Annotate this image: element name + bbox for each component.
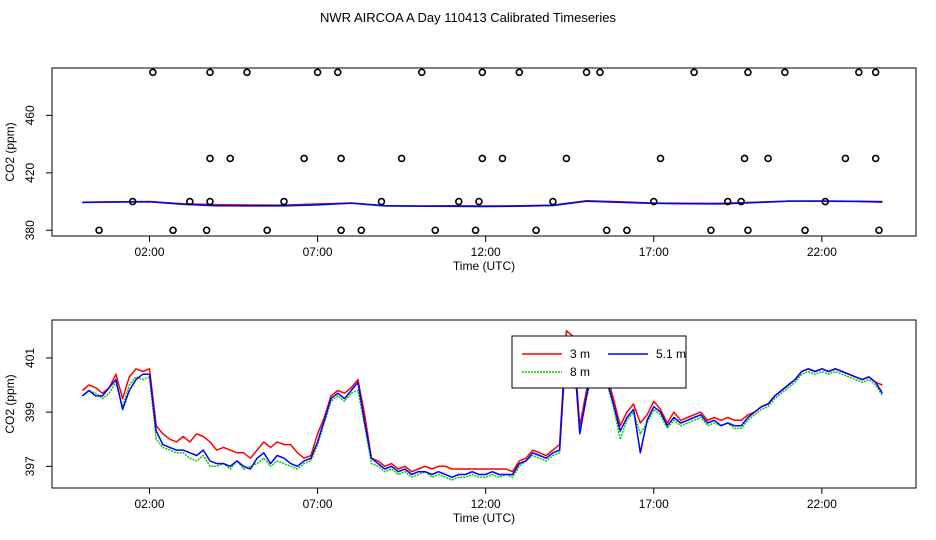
x-tick-label: 22:00 [807,245,837,259]
x-tick-label: 07:00 [303,245,333,259]
data-point [206,154,214,163]
data-point [377,197,386,206]
data-point [280,197,288,206]
x-tick-label: 07:00 [303,497,333,511]
data-point [498,154,507,163]
x-tick-label: 12:00 [471,497,501,511]
data-point [596,68,604,77]
data-point [357,226,366,235]
data-point [707,226,715,235]
data-point [149,68,157,77]
x-tick-label: 02:00 [134,497,164,511]
data-point [169,226,177,235]
data-point [300,154,308,163]
data-point [821,197,830,206]
panel-bottom: 02:00 07:00 12:00 17:00 22:00 397 399 401 Time (… [3,319,917,525]
data-point [737,197,745,206]
data-point [206,197,214,206]
y-tick-label: 380 [23,220,37,240]
data-point [333,68,342,77]
x-tick-label: 17:00 [639,245,669,259]
y-tick-label: 420 [23,162,37,182]
data-point [801,226,809,235]
data-point [871,154,880,163]
x-axis-label: Time (UTC) [453,511,515,525]
legend-label: 3 m [570,347,590,361]
data-point [690,68,698,77]
data-point [855,68,863,77]
data-point [471,226,480,235]
data-point [515,68,524,77]
data-point [454,197,463,206]
data-point [337,154,345,163]
data-point [202,226,211,235]
y-tick-label: 399 [23,402,37,422]
legend-label: 8 m [570,365,590,379]
data-point [744,226,752,235]
data-point [649,197,658,206]
data-point [744,68,752,77]
y-tick-label: 401 [23,348,37,368]
data-point [875,226,883,235]
data-point [313,68,322,77]
data-point [478,154,487,163]
plot-frame [51,67,917,237]
x-tick-label: 02:00 [134,245,164,259]
plot-frame [51,319,917,489]
legend-label: 5.1 m [656,347,686,361]
data-point [781,68,789,77]
data-point [243,68,251,77]
data-point [418,68,426,77]
data-point [431,226,440,235]
data-point [263,226,271,235]
data-point [656,154,665,163]
data-point [397,154,406,163]
x-tick-label: 12:00 [471,245,501,259]
y-axis-label: CO2 (ppm) [3,122,17,181]
data-point [764,154,772,163]
data-point [723,197,732,206]
data-point [226,154,234,163]
data-point [128,197,137,206]
data-point [475,197,483,206]
series-line-0 [81,330,883,473]
data-point [532,226,540,235]
data-point [186,197,194,206]
x-tick-label: 22:00 [807,497,837,511]
legend-box [511,335,687,389]
data-point [549,197,557,206]
y-tick-label: 397 [23,456,37,476]
data-point [95,226,103,235]
data-point [582,68,591,77]
x-axis-label: Time (UTC) [453,259,515,273]
data-point [562,154,571,163]
data-point [740,154,749,163]
data-point [623,226,631,235]
data-point [871,68,880,77]
y-axis-label: CO2 (ppm) [3,374,17,433]
figure-title: NWR AIRCOA A Day 110413 Calibrated Times… [320,10,616,25]
series-line-1 [81,343,884,481]
y-tick-label: 460 [23,105,37,125]
series-line-2 [81,338,884,478]
data-point [602,226,611,235]
series-line-2 [82,200,883,208]
data-point [206,68,214,77]
x-tick-label: 17:00 [639,497,669,511]
data-point [337,226,345,235]
panel-top: 02:00 07:00 12:00 17:00 22:00 380 420 460 Time (… [3,67,917,273]
data-point [841,154,850,163]
data-point [478,68,487,77]
